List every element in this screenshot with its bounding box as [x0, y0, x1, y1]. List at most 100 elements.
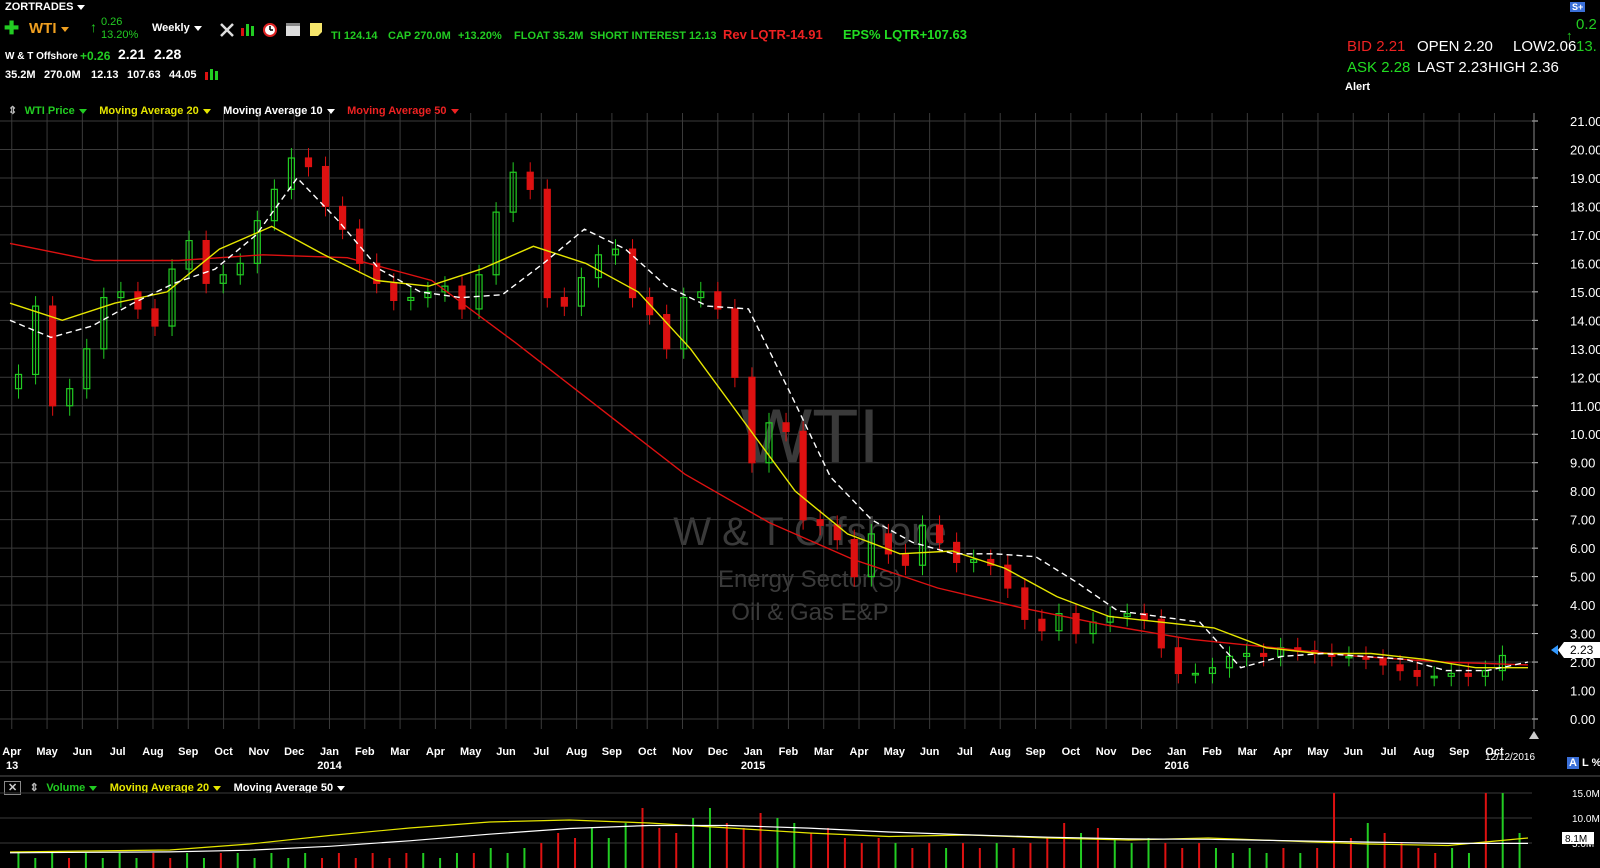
x-tick-label: Jan — [744, 746, 763, 758]
candle-body — [321, 165, 330, 208]
ma20-line — [9, 225, 1528, 669]
candle-body — [560, 296, 568, 307]
candle-body — [1055, 613, 1063, 632]
y-tick-label: 8.00 — [1570, 484, 1595, 499]
calendar-icon[interactable] — [285, 21, 301, 37]
candle-body — [1242, 652, 1251, 657]
candle-body — [526, 171, 534, 190]
alert-link[interactable]: Alert — [1345, 81, 1371, 93]
header-bid: 2.21 — [118, 46, 146, 62]
volume-tick-label: 5.0M — [1572, 839, 1594, 850]
open-label: OPEN 2.20 — [1417, 38, 1493, 55]
legend-price[interactable]: WTI Price — [25, 105, 87, 117]
date-stamp: 12/12/2016 — [1485, 752, 1535, 763]
candle-body — [901, 553, 910, 566]
x-tick-label: Dec — [708, 746, 728, 758]
x-tick-label: Feb — [1202, 746, 1222, 758]
x-tick-label: Jul — [110, 746, 126, 758]
x-tick-label: Jun — [1343, 746, 1363, 758]
candle-body — [304, 157, 313, 168]
candle-body — [850, 538, 858, 578]
candle-body — [134, 291, 142, 310]
candle-body — [373, 262, 381, 284]
percent-button[interactable]: % — [1592, 757, 1600, 769]
high-label: HIGH 2.36 — [1488, 59, 1559, 76]
price-chart[interactable]: WTI W & T Offshore Energy Sector(S) Oil … — [0, 0, 1600, 780]
candle-body — [935, 524, 944, 544]
plus-badge-button[interactable]: S+ — [1570, 2, 1586, 12]
y-tick-label: 5.00 — [1570, 570, 1595, 585]
legend-ma50[interactable]: Moving Average 50 — [347, 105, 458, 117]
symbol-selector[interactable]: WTI — [29, 20, 69, 37]
x-tick-label: Sep — [1449, 746, 1469, 758]
legend-ma10[interactable]: Moving Average 10 — [223, 105, 334, 117]
candle-body — [509, 171, 517, 213]
account-menu[interactable]: ZORTRADES — [5, 1, 85, 13]
stat-short: 12.13 — [91, 69, 119, 81]
a-button[interactable]: A — [1567, 757, 1579, 769]
x-tick-label: May — [1307, 746, 1329, 758]
x-tick-label: Aug — [142, 746, 163, 758]
close-icon[interactable]: ✕ — [4, 781, 22, 795]
candle-body — [543, 188, 551, 299]
y-tick-label: 13.00 — [1570, 342, 1600, 357]
x-tick-label: May — [460, 746, 482, 758]
x-tick-label: May — [884, 746, 906, 758]
x-tick-label: Jan — [320, 746, 339, 758]
x-tick-label: Feb — [779, 746, 799, 758]
candle-body — [424, 291, 432, 299]
bar-chart-icon[interactable] — [240, 22, 256, 36]
x-tick-label: Apr — [426, 746, 446, 758]
x-tick-label: Jan — [1167, 746, 1186, 758]
candle-body — [1260, 652, 1268, 657]
tools-icon[interactable] — [218, 21, 236, 39]
ma50-line — [9, 242, 1529, 666]
mini-bars-icon — [205, 69, 218, 80]
legend-volume-ma50[interactable]: Moving Average 50 — [234, 782, 345, 794]
volume-tick-label: 15.0M — [1572, 789, 1600, 800]
stat-float: 35.2M — [5, 69, 36, 81]
volume-ma50-line — [9, 824, 1528, 854]
volume-tick-label: 10.0M — [1572, 814, 1600, 825]
legend-volume-ma20[interactable]: Moving Average 20 — [110, 782, 221, 794]
last-price-tag: 2.23 — [1551, 642, 1600, 658]
x-tick-label: Oct — [638, 746, 657, 758]
candle-body — [66, 388, 74, 407]
l-button[interactable]: L — [1582, 757, 1589, 769]
pct-stat: +13.20% — [458, 30, 502, 42]
note-icon[interactable] — [308, 21, 324, 37]
quote-header: ZORTRADES ✚ WTI ↑ 0.26 13.20% Weekly TI … — [0, 0, 1600, 96]
ask-label: ASK 2.28 — [1347, 59, 1411, 76]
candle-body — [117, 291, 125, 299]
ti-stat: TI 124.14 — [331, 30, 378, 42]
stat-cap: 270.0M — [44, 69, 81, 81]
candle-body — [49, 305, 57, 407]
candle-body — [663, 314, 671, 350]
legend-volume[interactable]: Volume — [46, 782, 97, 794]
cut-percent: 13. — [1576, 38, 1597, 55]
x-tick-label: Dec — [1131, 746, 1151, 758]
scroll-up-icon — [1529, 731, 1539, 739]
x-tick-label: Nov — [1096, 746, 1118, 758]
candle-body — [1038, 618, 1046, 632]
candle-body — [100, 296, 108, 350]
y-tick-label: 16.00 — [1570, 256, 1600, 271]
legend-sort-icon: ⇕ — [29, 782, 39, 794]
candle-body — [748, 376, 756, 464]
legend-ma20[interactable]: Moving Average 20 — [99, 105, 210, 117]
add-symbol-icon[interactable]: ✚ — [4, 18, 20, 38]
alarm-clock-icon[interactable] — [262, 21, 278, 37]
interval-selector[interactable]: Weekly — [152, 22, 202, 34]
y-tick-label: 4.00 — [1570, 598, 1595, 613]
x-tick-label: Jul — [1381, 746, 1397, 758]
last-label: LAST 2.23 — [1417, 59, 1488, 76]
short-interest-stat: SHORT INTEREST 12.13 — [590, 30, 717, 42]
candle-body — [1396, 664, 1404, 672]
candle-body — [1345, 655, 1353, 659]
candle-body — [1123, 613, 1131, 618]
x-tick-label: Mar — [1238, 746, 1258, 758]
x-tick-label: Mar — [814, 746, 834, 758]
candle-body — [1498, 654, 1507, 672]
candle-body — [867, 533, 875, 578]
candle-body — [14, 373, 23, 390]
